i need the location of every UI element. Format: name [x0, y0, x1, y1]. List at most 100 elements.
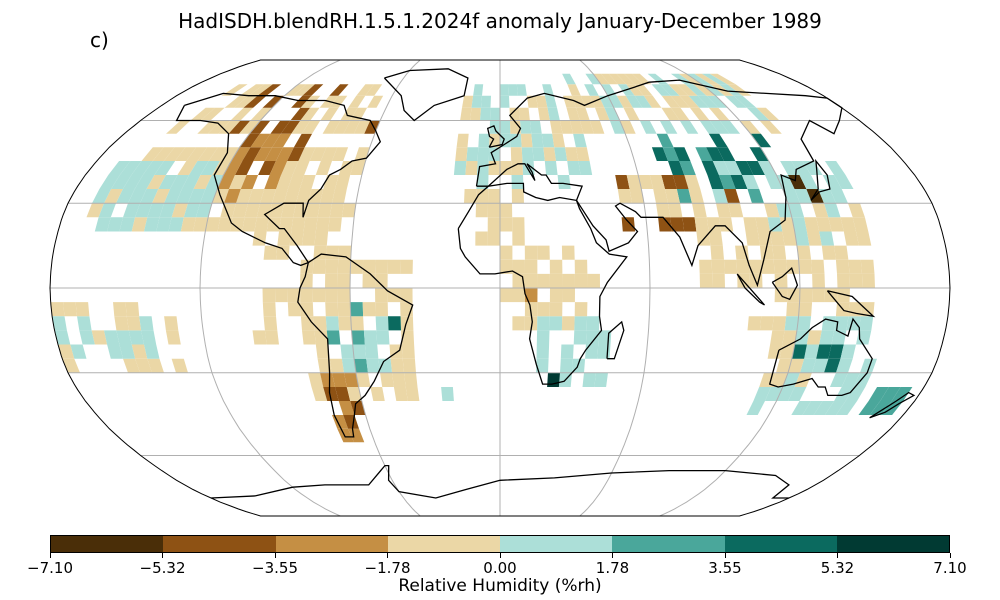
anomaly-cell: [123, 203, 140, 218]
anomaly-cell: [594, 372, 608, 387]
anomaly-cell: [239, 133, 260, 148]
anomaly-cell: [836, 358, 853, 373]
anomaly-cell: [388, 316, 401, 331]
anomaly-cell: [123, 358, 140, 373]
anomaly-cell: [234, 95, 258, 108]
anomaly-cell: [163, 147, 186, 161]
anomaly-cell: [549, 302, 563, 317]
anomaly-cell: [488, 161, 500, 175]
anomaly-cell: [743, 217, 758, 232]
anomaly-cell: [547, 107, 560, 121]
anomaly-cell: [557, 175, 571, 189]
anomaly-cell: [218, 120, 241, 134]
anomaly-cell: [171, 203, 188, 218]
anomaly-cell: [604, 107, 620, 121]
colorbar-tick-label: −3.55: [252, 559, 298, 577]
anomaly-cell: [773, 259, 788, 274]
anomaly-cell: [574, 259, 588, 274]
anomaly-cell: [263, 245, 278, 260]
anomaly-cell: [240, 175, 259, 189]
anomaly-cell: [305, 203, 320, 218]
anomaly-cell: [350, 401, 366, 415]
anomaly-cell: [649, 175, 665, 189]
anomaly-cell: [634, 84, 653, 96]
anomaly-cell: [695, 147, 713, 161]
colorbar-tick: [387, 553, 388, 558]
anomaly-cell: [293, 133, 313, 148]
anomaly-cell: [141, 330, 157, 345]
anomaly-cell: [821, 245, 836, 260]
anomaly-cell: [275, 288, 288, 303]
anomaly-cell: [284, 189, 300, 204]
colorbar-tick: [49, 553, 51, 558]
anomaly-cell: [668, 84, 689, 96]
anomaly-cell: [256, 203, 272, 218]
anomaly-cell: [235, 161, 254, 175]
anomaly-cell: [325, 245, 340, 260]
anomaly-cell: [375, 302, 388, 317]
anomaly-cell: [108, 161, 131, 175]
anomaly-cell: [303, 217, 318, 232]
anomaly-cell: [776, 175, 795, 189]
anomaly-cell: [537, 245, 550, 260]
anomaly-cell: [782, 231, 797, 246]
anomaly-cell: [475, 203, 488, 218]
anomaly-cell: [665, 189, 680, 204]
anomaly-cell: [595, 107, 610, 121]
anomaly-cell: [190, 107, 216, 121]
anomaly-cell: [794, 189, 812, 204]
anomaly-cell: [375, 259, 388, 274]
anomaly-cell: [152, 189, 171, 204]
anomaly-cell: [332, 372, 347, 387]
anomaly-cell: [694, 73, 719, 85]
colorbar-label: Relative Humidity (%rh): [398, 576, 602, 596]
anomaly-cell: [308, 372, 324, 387]
anomaly-cell: [706, 217, 721, 232]
anomaly-cell: [521, 147, 534, 161]
anomaly-cell: [300, 316, 315, 331]
anomaly-cell: [676, 189, 692, 204]
anomaly-cell: [601, 84, 617, 96]
anomaly-cell: [692, 203, 707, 218]
anomaly-cell: [268, 203, 284, 218]
anomaly-cell: [712, 189, 728, 204]
anomaly-cell: [712, 273, 725, 288]
anomaly-cell: [724, 161, 742, 175]
anomaly-cell: [367, 95, 384, 108]
anomaly-cell: [845, 387, 866, 401]
anomaly-cell: [512, 273, 525, 288]
anomaly-cell: [270, 120, 291, 134]
anomaly-cell: [598, 95, 614, 108]
colorbar-segment: [612, 536, 725, 552]
anomaly-cell: [672, 175, 689, 189]
anomaly-cell: [860, 358, 877, 373]
anomaly-cell: [699, 120, 720, 134]
anomaly-cell: [624, 73, 644, 85]
anomaly-cell: [679, 95, 700, 108]
anomaly-cell: [797, 245, 812, 260]
anomaly-cell: [400, 259, 413, 274]
anomaly-cell: [574, 273, 588, 288]
anomaly-cell: [128, 189, 147, 204]
anomaly-cell: [536, 358, 549, 373]
anomaly-cell: [569, 120, 584, 134]
anomaly-cell: [519, 107, 530, 121]
anomaly-cell: [280, 120, 301, 134]
anomaly-cell: [589, 95, 605, 108]
anomaly-cell: [275, 147, 294, 161]
anomaly-cell: [313, 245, 327, 260]
north-america-coast: [175, 92, 382, 267]
anomaly-cell: [471, 95, 482, 108]
anomaly-cell: [693, 84, 716, 96]
anomaly-cell: [477, 161, 489, 175]
colorbar-segment: [275, 536, 388, 552]
anomaly-cell: [104, 330, 120, 345]
anomaly-cell: [739, 120, 761, 134]
anomaly-cell: [776, 358, 792, 373]
anomaly-cell: [718, 175, 736, 189]
anomaly-cell: [756, 107, 780, 121]
world-map: [49, 59, 951, 517]
anomaly-cell: [250, 133, 271, 148]
anomaly-cell: [868, 387, 889, 401]
anomaly-cell: [171, 358, 188, 373]
